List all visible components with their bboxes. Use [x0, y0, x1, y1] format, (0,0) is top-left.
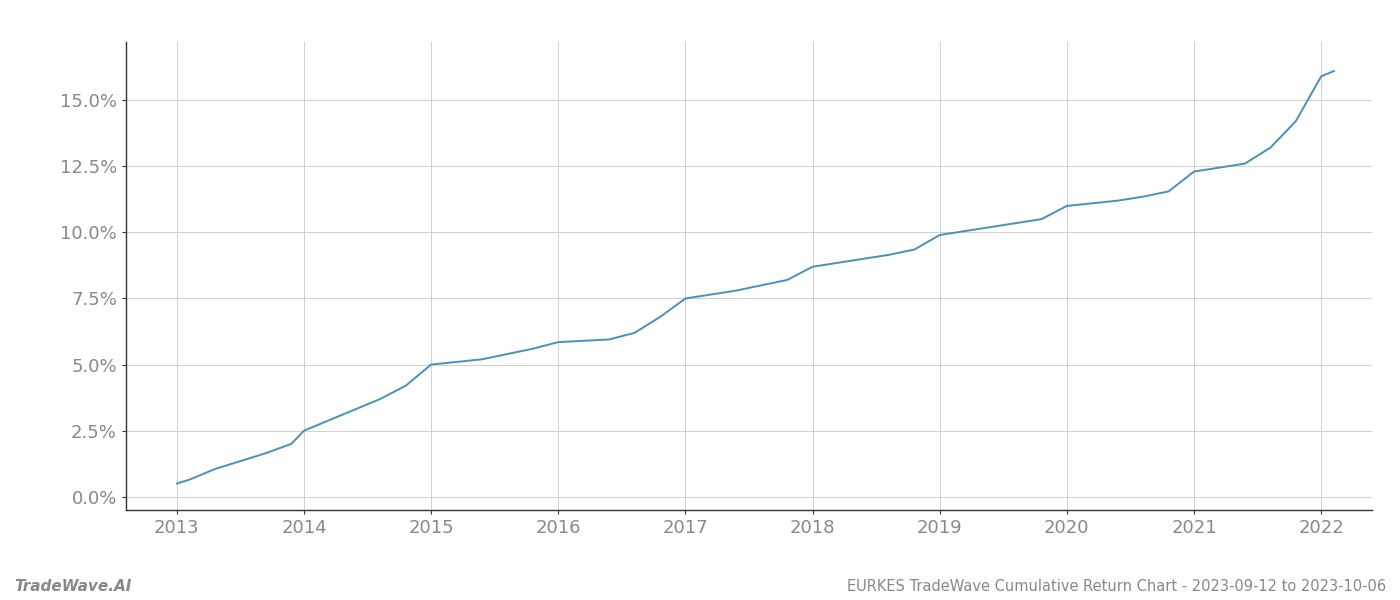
- Text: EURKES TradeWave Cumulative Return Chart - 2023-09-12 to 2023-10-06: EURKES TradeWave Cumulative Return Chart…: [847, 579, 1386, 594]
- Text: TradeWave.AI: TradeWave.AI: [14, 579, 132, 594]
